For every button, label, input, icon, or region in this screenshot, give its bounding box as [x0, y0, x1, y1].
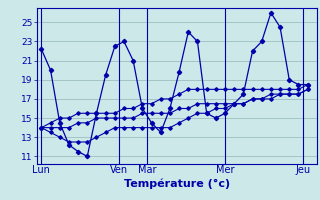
X-axis label: Température (°c): Température (°c)	[124, 178, 230, 189]
